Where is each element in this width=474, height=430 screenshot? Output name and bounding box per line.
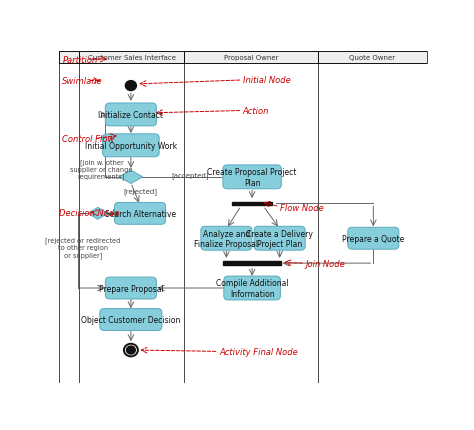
Text: Customer Sales Interface: Customer Sales Interface (88, 55, 176, 61)
Text: Initialize Contact: Initialize Contact (99, 111, 164, 120)
FancyBboxPatch shape (105, 277, 156, 299)
Text: Initial Node: Initial Node (243, 76, 291, 85)
Text: Partition: Partition (63, 55, 98, 64)
Text: Swimlane: Swimlane (62, 77, 102, 86)
Text: Control Flow: Control Flow (62, 135, 114, 144)
Polygon shape (88, 208, 108, 220)
Bar (232, 202, 272, 206)
Polygon shape (119, 171, 143, 184)
Text: Flow Node: Flow Node (280, 204, 323, 213)
Bar (223, 262, 282, 265)
FancyBboxPatch shape (201, 227, 252, 251)
Text: Object Customer Decision: Object Customer Decision (81, 315, 181, 324)
Text: Quote Owner: Quote Owner (349, 55, 395, 61)
FancyBboxPatch shape (100, 309, 162, 331)
Text: Compile Additional
Information: Compile Additional Information (216, 279, 288, 298)
Text: Analyze and
Finalize Proposal: Analyze and Finalize Proposal (194, 229, 258, 249)
FancyBboxPatch shape (102, 135, 159, 157)
Text: [accepted]: [accepted] (171, 172, 209, 178)
FancyBboxPatch shape (105, 104, 156, 126)
Text: Prepare Proposal: Prepare Proposal (99, 284, 163, 293)
Text: [join w. other
supplier or change
requirements]: [join w. other supplier or change requir… (70, 158, 133, 180)
Bar (80, 52, 184, 64)
Text: Search Alternative: Search Alternative (104, 209, 176, 218)
Bar (184, 52, 318, 64)
Text: Initial Opportunity Work: Initial Opportunity Work (85, 141, 177, 150)
FancyBboxPatch shape (224, 276, 281, 300)
FancyBboxPatch shape (115, 203, 165, 225)
Circle shape (125, 81, 137, 91)
Text: Create Proposal Project
Plan: Create Proposal Project Plan (208, 168, 297, 187)
Text: [rejected]: [rejected] (123, 188, 157, 195)
Text: Join Node: Join Node (305, 260, 345, 269)
Bar (59, 52, 80, 64)
Text: Prepare a Quote: Prepare a Quote (342, 234, 404, 243)
FancyBboxPatch shape (254, 227, 305, 251)
Bar (318, 52, 427, 64)
Text: Action: Action (243, 107, 269, 116)
Circle shape (127, 346, 135, 354)
FancyBboxPatch shape (223, 166, 281, 189)
FancyBboxPatch shape (348, 228, 399, 249)
Text: Decision Node: Decision Node (59, 209, 119, 218)
Text: [rejected or redirected
to other region
or supplier]: [rejected or redirected to other region … (46, 237, 121, 258)
Text: Create a Delivery
Project Plan: Create a Delivery Project Plan (246, 229, 313, 249)
Text: Activity Final Node: Activity Final Node (219, 347, 298, 356)
Text: Proposal Owner: Proposal Owner (224, 55, 278, 61)
